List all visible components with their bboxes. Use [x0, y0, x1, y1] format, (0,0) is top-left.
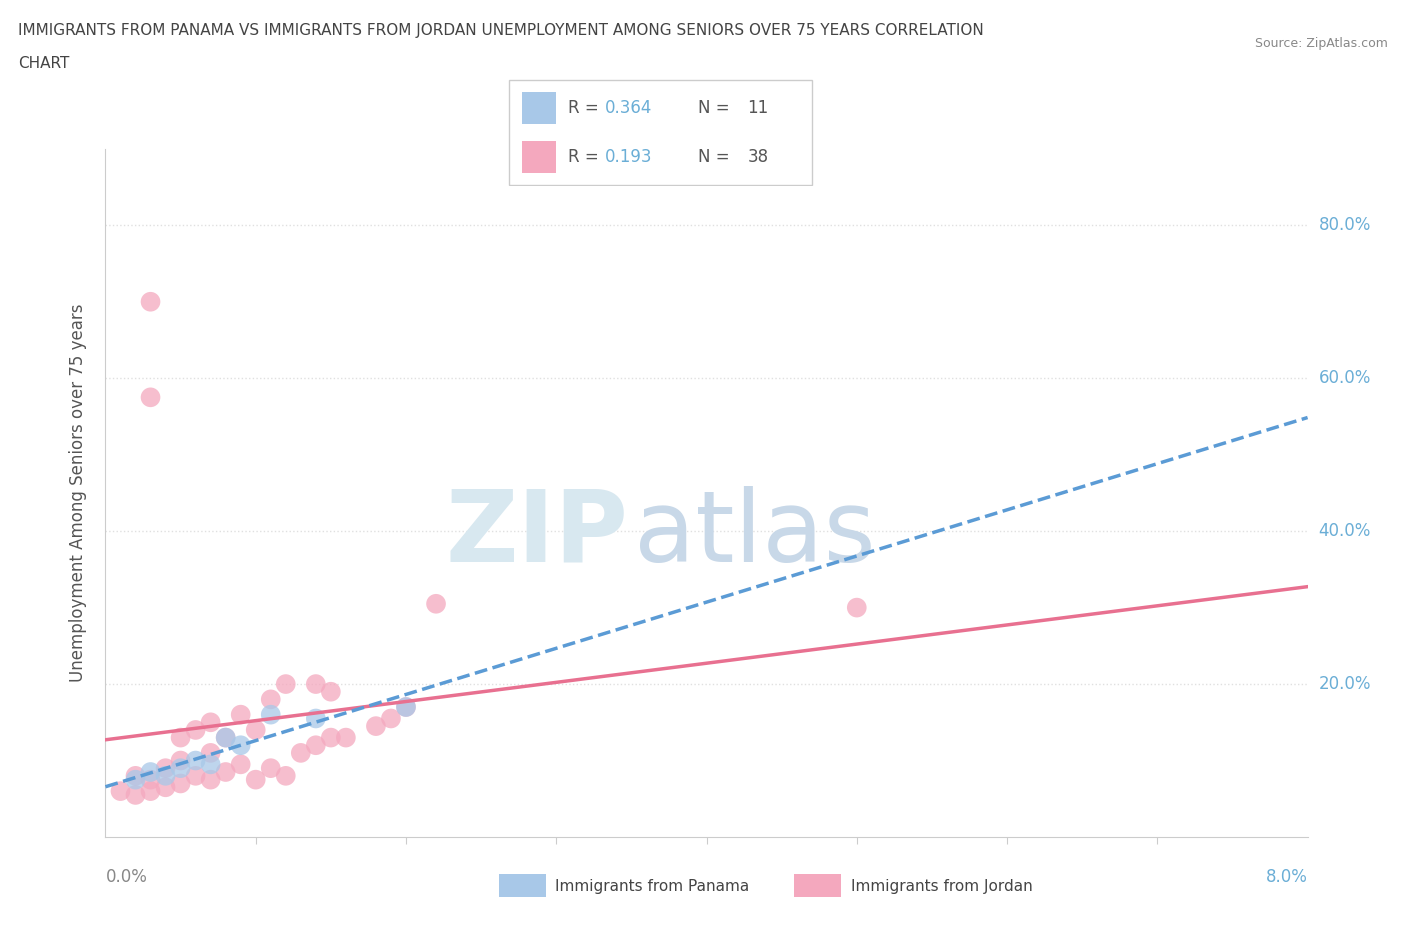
Text: ZIP: ZIP: [446, 485, 628, 583]
Point: [214, 764, 236, 779]
Text: R =: R =: [568, 148, 599, 166]
Point: [245, 772, 267, 787]
Point: [395, 699, 418, 714]
Y-axis label: Unemployment Among Seniors over 75 years: Unemployment Among Seniors over 75 years: [69, 304, 87, 682]
Point: [169, 753, 191, 768]
Point: [155, 780, 177, 795]
Point: [274, 768, 297, 783]
Point: [229, 707, 252, 722]
Point: [305, 711, 328, 726]
Point: [169, 761, 191, 776]
Bar: [522, 92, 555, 124]
Point: [305, 737, 328, 752]
Text: 38: 38: [748, 148, 769, 166]
Point: [214, 730, 236, 745]
Point: [425, 596, 447, 611]
Point: [124, 772, 146, 787]
Text: atlas: atlas: [634, 485, 876, 583]
Point: [845, 600, 868, 615]
Text: 80.0%: 80.0%: [1319, 217, 1371, 234]
Point: [200, 772, 222, 787]
Point: [200, 715, 222, 730]
Point: [229, 757, 252, 772]
Text: Immigrants from Jordan: Immigrants from Jordan: [851, 879, 1032, 894]
Text: 40.0%: 40.0%: [1319, 522, 1371, 540]
Point: [274, 677, 297, 692]
Point: [290, 746, 312, 761]
Point: [169, 730, 191, 745]
Point: [395, 699, 418, 714]
FancyBboxPatch shape: [509, 80, 813, 185]
Text: 60.0%: 60.0%: [1319, 369, 1371, 387]
Point: [139, 764, 162, 779]
Point: [169, 776, 191, 790]
Text: N =: N =: [697, 99, 730, 117]
Point: [229, 737, 252, 752]
Text: Source: ZipAtlas.com: Source: ZipAtlas.com: [1254, 37, 1388, 50]
Text: 8.0%: 8.0%: [1265, 868, 1308, 885]
Point: [139, 294, 162, 309]
Point: [139, 784, 162, 799]
Point: [200, 746, 222, 761]
Point: [214, 730, 236, 745]
Text: Immigrants from Panama: Immigrants from Panama: [555, 879, 749, 894]
Text: N =: N =: [697, 148, 730, 166]
Text: 0.193: 0.193: [605, 148, 652, 166]
Point: [155, 768, 177, 783]
Point: [200, 757, 222, 772]
Point: [260, 761, 283, 776]
Point: [184, 753, 207, 768]
Text: 20.0%: 20.0%: [1319, 675, 1371, 693]
Text: 11: 11: [748, 99, 769, 117]
Point: [110, 784, 132, 799]
Text: IMMIGRANTS FROM PANAMA VS IMMIGRANTS FROM JORDAN UNEMPLOYMENT AMONG SENIORS OVER: IMMIGRANTS FROM PANAMA VS IMMIGRANTS FRO…: [18, 23, 984, 38]
Point: [155, 761, 177, 776]
Point: [124, 788, 146, 803]
Point: [305, 677, 328, 692]
Text: 0.0%: 0.0%: [105, 868, 148, 885]
Point: [245, 723, 267, 737]
Point: [364, 719, 387, 734]
Text: CHART: CHART: [18, 56, 70, 71]
Point: [124, 768, 146, 783]
Point: [184, 768, 207, 783]
Bar: [522, 141, 555, 173]
Point: [319, 730, 342, 745]
Text: 0.364: 0.364: [605, 99, 652, 117]
Point: [335, 730, 357, 745]
Point: [260, 707, 283, 722]
Point: [139, 772, 162, 787]
Point: [260, 692, 283, 707]
Text: R =: R =: [568, 99, 599, 117]
Point: [380, 711, 402, 726]
Point: [184, 723, 207, 737]
Point: [139, 390, 162, 405]
Point: [319, 684, 342, 699]
